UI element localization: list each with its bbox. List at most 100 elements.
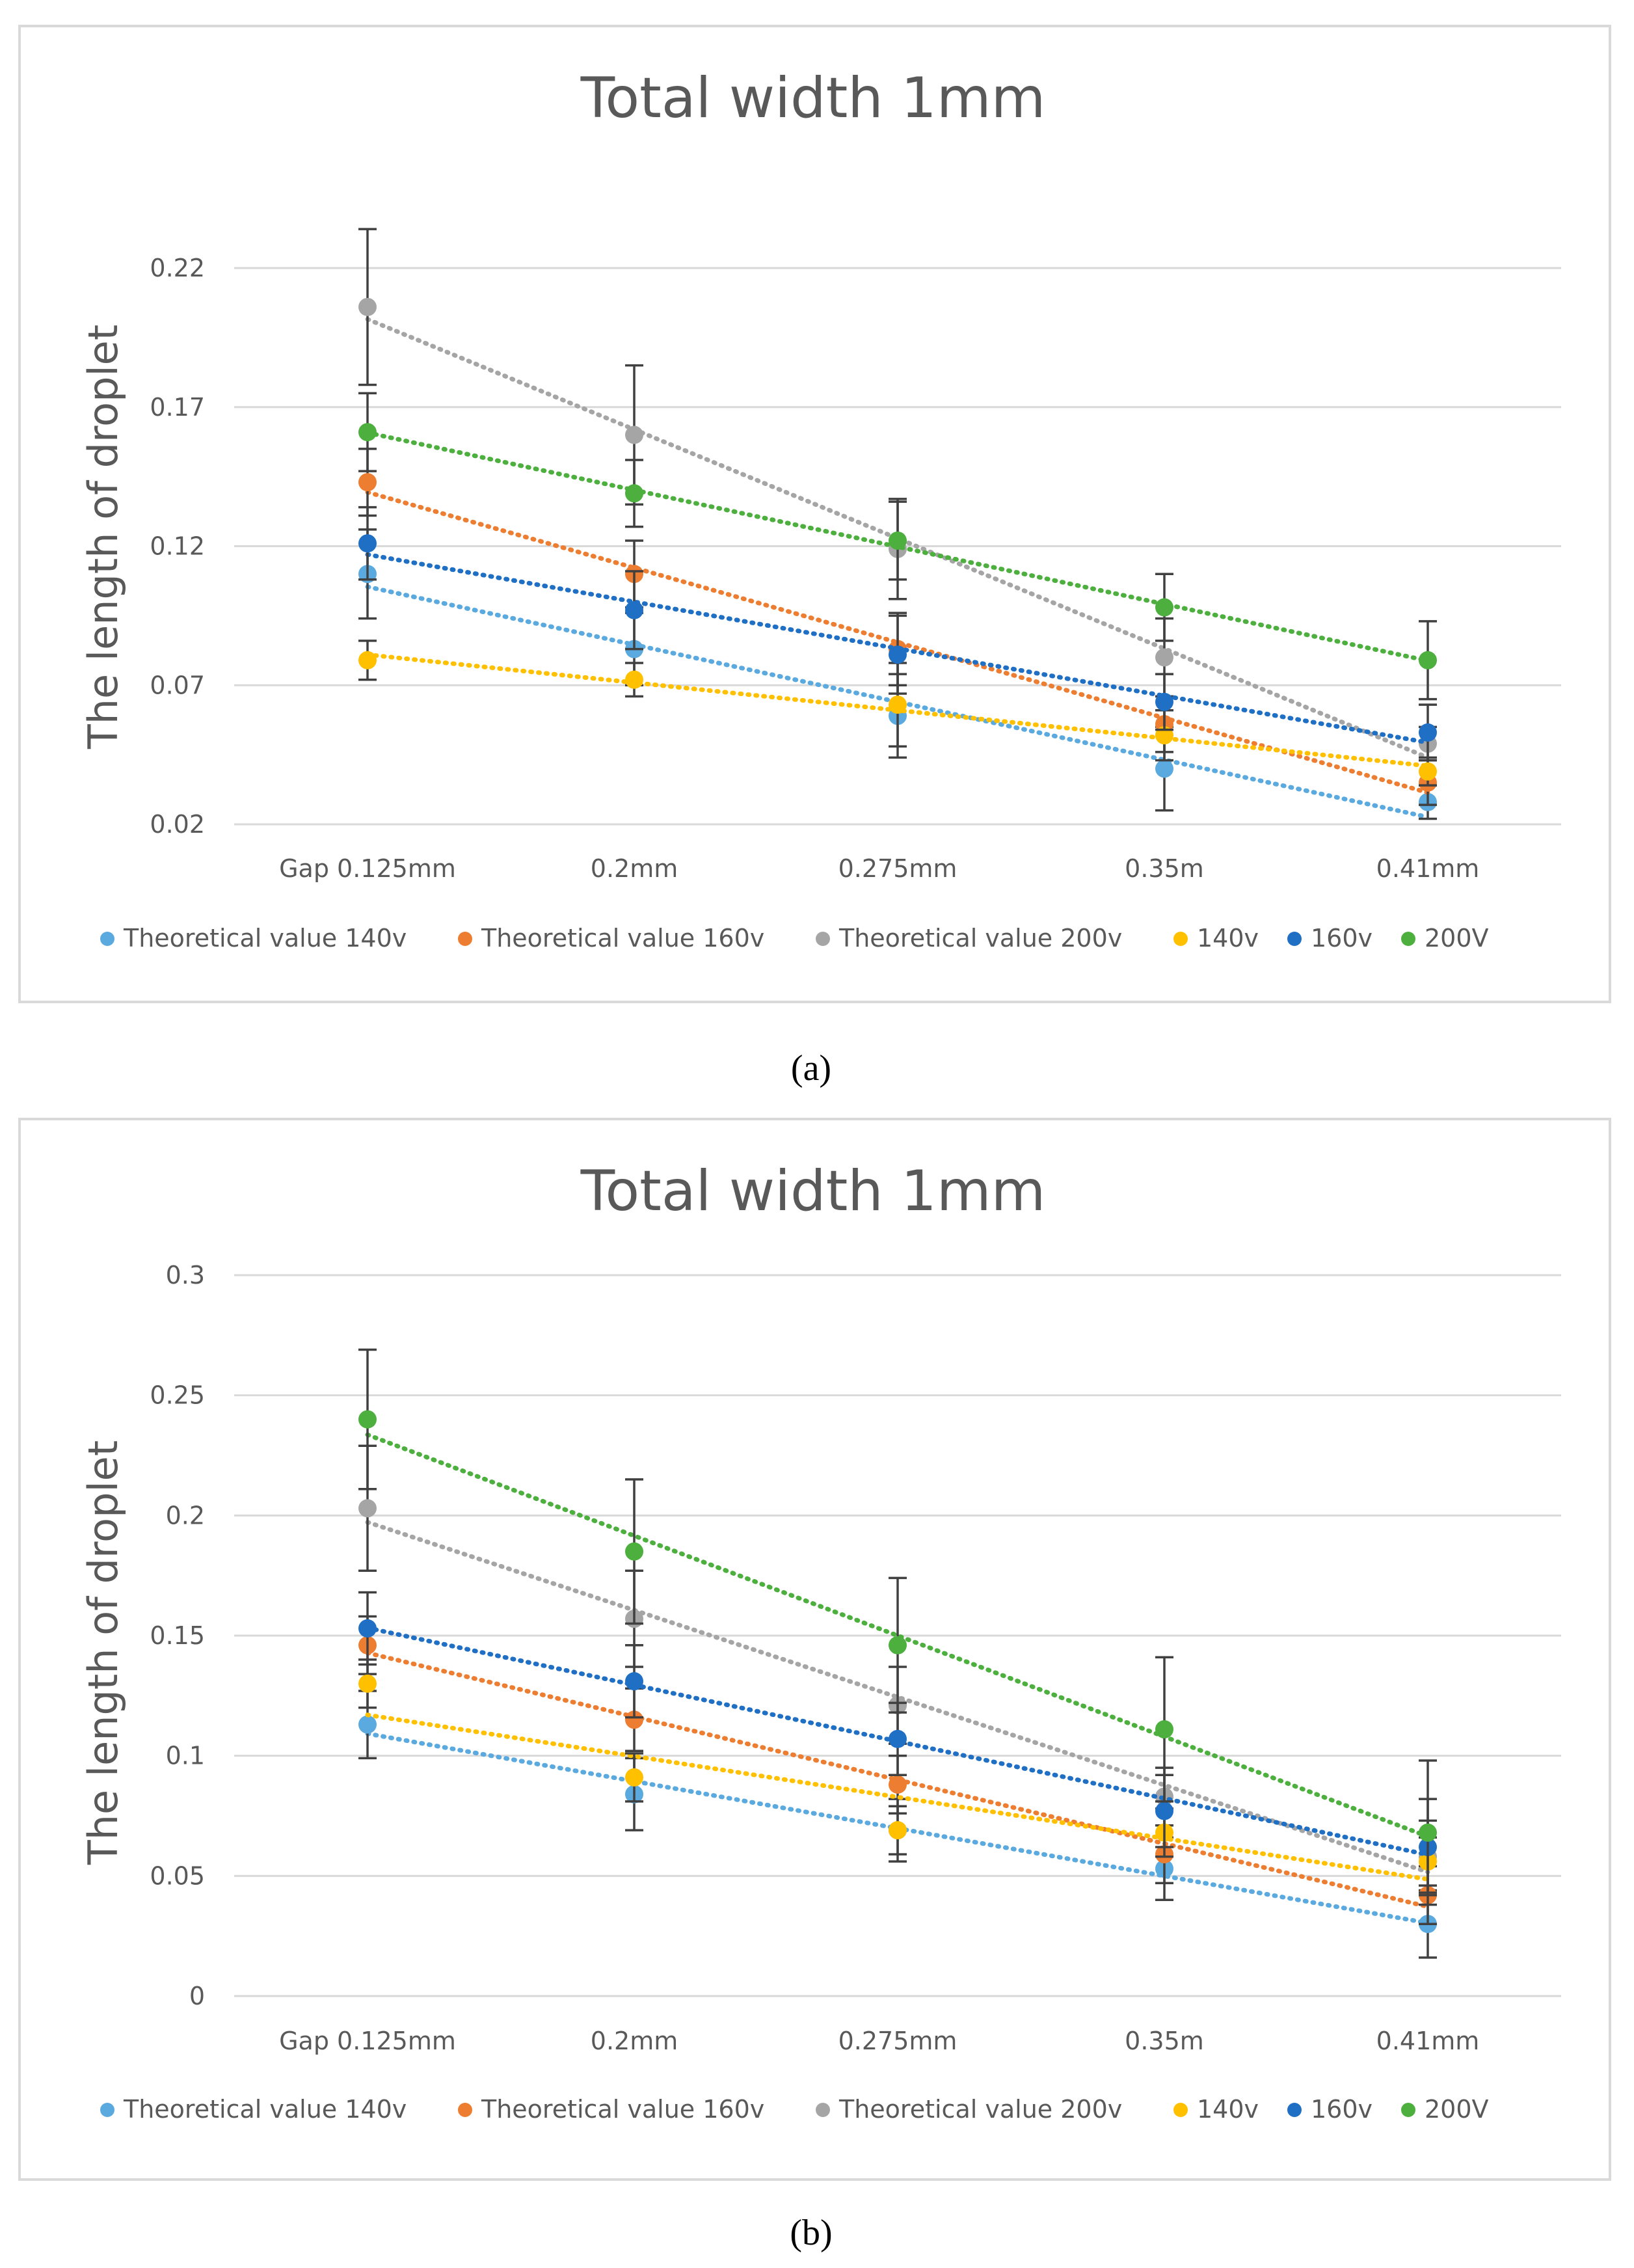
legend-label: Theoretical value 140v <box>123 924 407 952</box>
series-200v <box>358 1348 1437 1906</box>
data-point <box>889 1775 907 1794</box>
y-tick-label: 0.3 <box>166 1261 205 1289</box>
y-tick-label: 0.15 <box>150 1621 205 1650</box>
x-tick-label: 0.275mm <box>838 2027 958 2055</box>
legend: Theoretical value 140v Theoretical value … <box>100 2095 1489 2124</box>
data-point <box>625 1768 643 1787</box>
x-tick-label: 0.41mm <box>1376 2027 1480 2055</box>
legend-label: Theoretical value 200v <box>838 924 1122 952</box>
data-point <box>358 1715 377 1734</box>
data-point <box>358 1619 377 1638</box>
legend-item-140v: 140v <box>1173 924 1259 952</box>
series-140v <box>358 640 1437 787</box>
trendline <box>365 584 1430 820</box>
data-point <box>1155 759 1173 778</box>
data-point <box>889 1729 907 1748</box>
data-point <box>358 1410 377 1429</box>
data-point <box>358 423 377 442</box>
x-tick-label: 0.275mm <box>838 854 958 883</box>
legend-marker <box>1401 932 1415 946</box>
legend-label: 200V <box>1425 924 1489 952</box>
legend-label: 140v <box>1197 2095 1259 2124</box>
legend-item-theoretical-value-160v: Theoretical value 160v <box>458 2095 764 2124</box>
caption-b: (b) <box>790 2213 832 2253</box>
legend-marker <box>1173 932 1188 946</box>
legend-item-theoretical-value-200v: Theoretical value 200v <box>816 924 1122 952</box>
data-point <box>625 1672 643 1691</box>
legend-item-200v: 200V <box>1401 2095 1489 2124</box>
data-point <box>625 601 643 619</box>
legend-item-140v: 140v <box>1173 2095 1259 2124</box>
chart-frame <box>18 25 1611 1003</box>
x-tick-label: 0.35m <box>1125 854 1204 883</box>
data-point <box>625 670 643 689</box>
data-point <box>625 484 643 503</box>
data-point <box>1419 651 1437 669</box>
data-point <box>889 695 907 714</box>
y-tick-label: 0.02 <box>150 810 205 839</box>
x-tick-label: Gap 0.125mm <box>279 2027 456 2055</box>
chart-title: Total width 1mm <box>580 1159 1046 1224</box>
y-tick-label: 0.05 <box>150 1861 205 1890</box>
legend-label: Theoretical value 160v <box>481 924 764 952</box>
legend-label: Theoretical value 140v <box>123 2095 407 2124</box>
x-tick-label: 0.35m <box>1125 2027 1204 2055</box>
legend: Theoretical value 140v Theoretical value … <box>100 924 1489 952</box>
plot-area: 0 0.05 0.1 0.15 0.2 0.25 0.3 Gap 0.125mm 0.2mm 0.… <box>150 1261 1561 2055</box>
data-point <box>358 651 377 669</box>
series-200v <box>358 392 1437 701</box>
legend-label: 200V <box>1425 2095 1489 2124</box>
series-160v <box>358 506 1437 762</box>
legend-item-theoretical-value-160v: Theoretical value 160v <box>458 924 764 952</box>
legend-marker <box>1287 932 1302 946</box>
legend-marker <box>1173 2103 1188 2117</box>
data-point <box>625 425 643 444</box>
x-tick-label: 0.2mm <box>591 2027 678 2055</box>
trendline <box>365 1520 1430 1874</box>
data-point <box>1155 1802 1173 1820</box>
y-tick-label: 0.25 <box>150 1381 205 1410</box>
data-point <box>1155 648 1173 667</box>
legend-item-200v: 200V <box>1401 924 1489 952</box>
legend-marker <box>100 2103 114 2117</box>
legend-item-theoretical-value-140v: Theoretical value 140v <box>100 924 407 952</box>
data-point <box>1155 692 1173 711</box>
data-point <box>625 1710 643 1729</box>
legend-label: 140v <box>1197 924 1259 952</box>
legend-item-160v: 160v <box>1287 924 1373 952</box>
y-tick-label: 0.22 <box>150 254 205 282</box>
legend-marker <box>1287 2103 1302 2117</box>
caption-a: (a) <box>791 1048 831 1088</box>
x-tick-label: Gap 0.125mm <box>279 854 456 883</box>
y-tick-label: 0.07 <box>150 671 205 699</box>
data-point <box>889 1636 907 1654</box>
trendline <box>365 1432 1430 1839</box>
legend-label: 160v <box>1311 924 1373 952</box>
y-axis-title: The length of droplet <box>79 1440 127 1865</box>
y-axis-title: The length of droplet <box>79 325 127 749</box>
legend-marker <box>458 2103 472 2117</box>
legend-label: 160v <box>1311 2095 1373 2124</box>
data-point <box>358 297 377 316</box>
legend-marker <box>816 2103 830 2117</box>
data-point <box>625 1542 643 1561</box>
plot-area: 0.02 0.07 0.12 0.17 0.22 Gap 0.125mm 0.2mm 0.27… <box>150 228 1561 883</box>
data-point <box>1419 1823 1437 1842</box>
data-point <box>889 531 907 550</box>
trendline <box>365 1712 1430 1882</box>
y-tick-label: 0 <box>189 1982 205 2010</box>
data-point <box>358 1499 377 1518</box>
data-point <box>358 534 377 553</box>
data-point <box>358 473 377 492</box>
chart-panel-a: Total width 1mm The length of droplet 0.… <box>18 25 1611 1088</box>
y-tick-label: 0.17 <box>150 393 205 422</box>
x-tick-label: 0.41mm <box>1376 854 1480 883</box>
legend-marker <box>816 932 830 946</box>
data-point <box>358 1674 377 1693</box>
legend-item-theoretical-value-140v: Theoretical value 140v <box>100 2095 407 2124</box>
data-point <box>1155 1720 1173 1739</box>
y-tick-label: 0.2 <box>166 1501 205 1530</box>
legend-label: Theoretical value 200v <box>838 2095 1122 2124</box>
legend-item-theoretical-value-200v: Theoretical value 200v <box>816 2095 1122 2124</box>
